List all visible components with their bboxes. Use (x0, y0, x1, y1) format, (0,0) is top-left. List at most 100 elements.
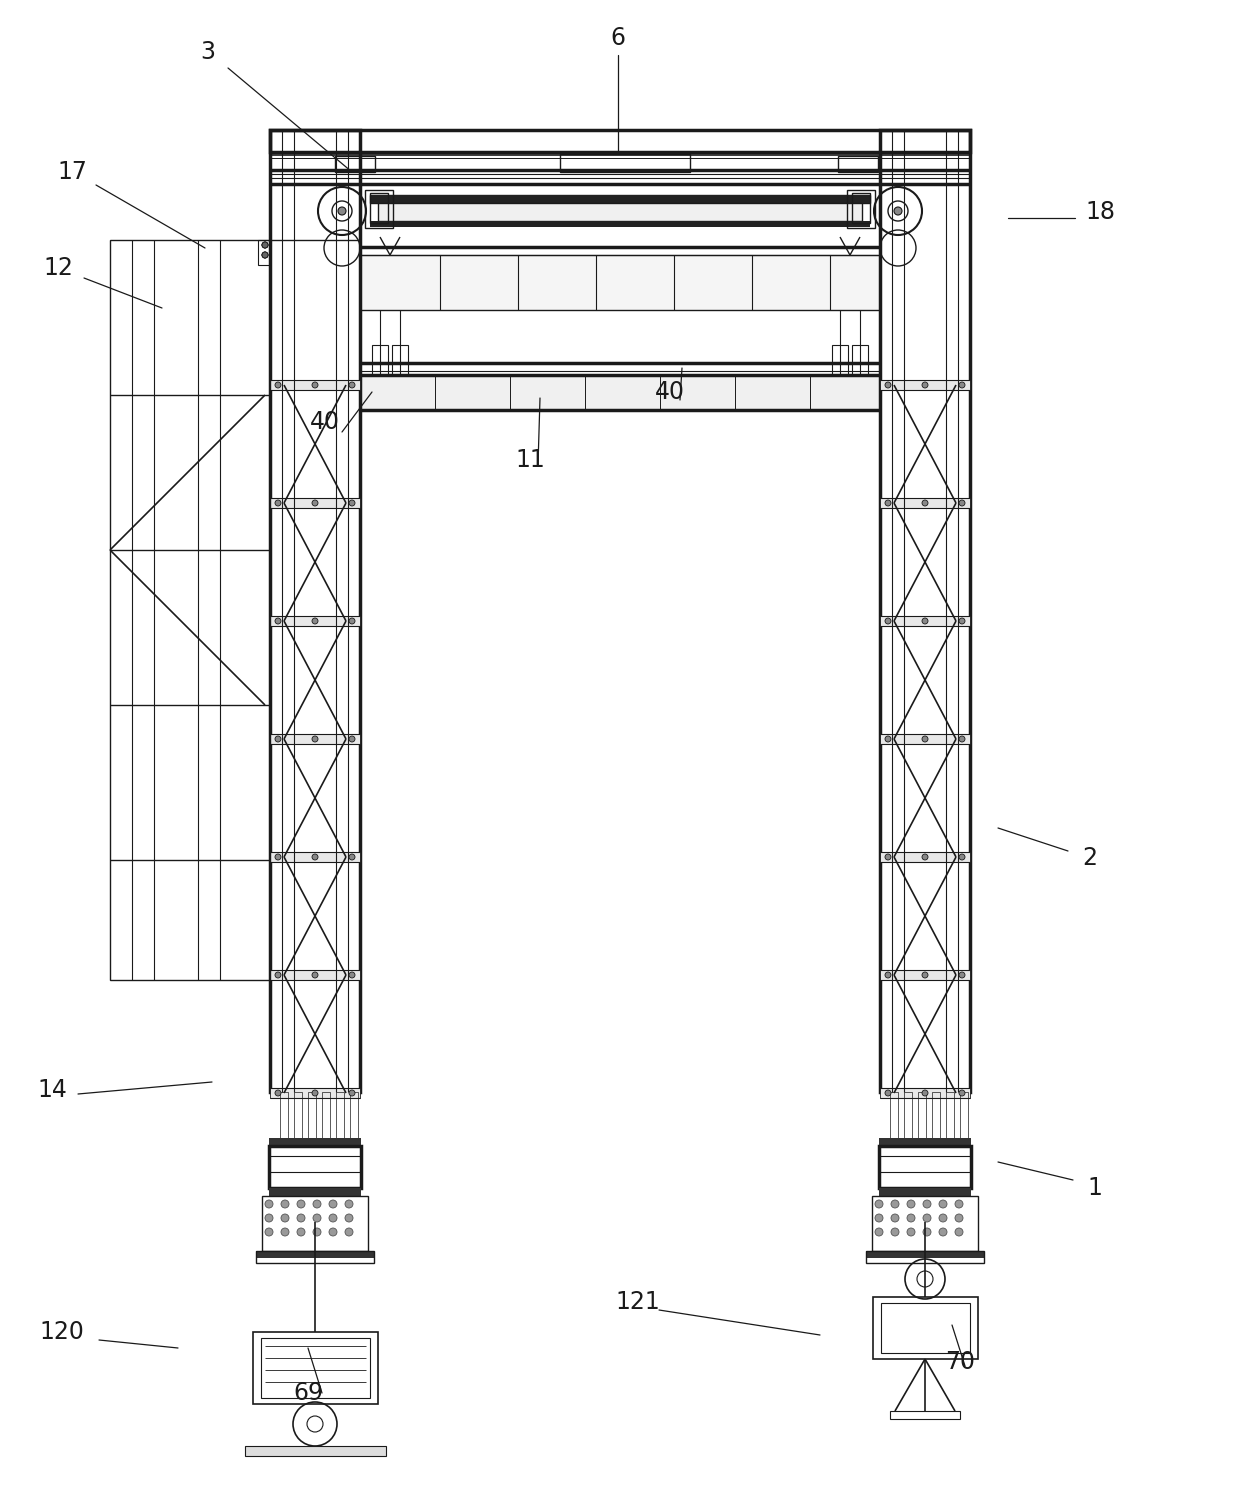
Circle shape (894, 207, 901, 216)
Text: 14: 14 (37, 1078, 67, 1102)
Bar (866, 1251, 985, 1257)
Bar (262, 1196, 368, 1251)
Circle shape (923, 618, 928, 624)
Circle shape (923, 382, 928, 388)
Text: 6: 6 (610, 25, 625, 49)
Bar (880, 970, 970, 981)
Circle shape (329, 1228, 337, 1237)
Circle shape (312, 1214, 321, 1222)
Circle shape (312, 853, 317, 859)
Bar (879, 1147, 971, 1189)
Text: 12: 12 (43, 256, 73, 280)
Circle shape (923, 500, 928, 506)
Circle shape (312, 1090, 317, 1096)
Circle shape (312, 1201, 321, 1208)
Circle shape (939, 1201, 947, 1208)
Circle shape (262, 243, 268, 249)
Bar (270, 380, 360, 391)
Circle shape (875, 1214, 883, 1222)
Bar (880, 852, 970, 862)
Circle shape (348, 500, 355, 506)
Circle shape (339, 207, 346, 216)
Bar (880, 615, 970, 626)
Bar (270, 499, 360, 507)
Circle shape (275, 737, 281, 743)
Circle shape (312, 500, 317, 506)
Circle shape (906, 1214, 915, 1222)
Bar (866, 1251, 985, 1263)
Bar (370, 193, 388, 223)
Bar (269, 1138, 361, 1147)
Circle shape (275, 1090, 281, 1096)
Bar (294, 1091, 303, 1142)
Circle shape (939, 1214, 947, 1222)
Circle shape (348, 853, 355, 859)
Bar (255, 1251, 374, 1263)
Bar (880, 1302, 970, 1353)
Circle shape (885, 1090, 892, 1096)
Bar (336, 1091, 343, 1142)
Bar (246, 1446, 386, 1457)
Circle shape (885, 382, 892, 388)
Bar (258, 240, 270, 265)
Bar (880, 734, 970, 744)
Circle shape (892, 1214, 899, 1222)
Circle shape (923, 1214, 931, 1222)
Circle shape (955, 1228, 963, 1237)
Bar (873, 1296, 978, 1359)
Text: 120: 120 (40, 1320, 84, 1344)
Bar (880, 380, 970, 391)
Text: 70: 70 (945, 1350, 975, 1374)
Circle shape (298, 1214, 305, 1222)
Bar (832, 344, 848, 376)
Circle shape (959, 618, 965, 624)
Circle shape (959, 853, 965, 859)
Circle shape (275, 382, 281, 388)
Bar (378, 204, 862, 222)
Circle shape (959, 382, 965, 388)
Circle shape (312, 972, 317, 978)
Circle shape (312, 382, 317, 388)
Text: 40: 40 (310, 410, 340, 434)
Bar (372, 344, 388, 376)
Circle shape (345, 1201, 353, 1208)
Bar (360, 254, 880, 310)
Circle shape (348, 1090, 355, 1096)
Bar (370, 195, 870, 204)
Bar (280, 1091, 288, 1142)
Bar (308, 1091, 316, 1142)
Circle shape (262, 243, 268, 249)
Circle shape (959, 972, 965, 978)
Text: 11: 11 (515, 448, 544, 472)
Bar (270, 1088, 360, 1097)
Bar (890, 1412, 960, 1419)
Bar (270, 734, 360, 744)
Bar (879, 1138, 971, 1147)
Circle shape (959, 1090, 965, 1096)
Bar (260, 1338, 370, 1398)
Circle shape (348, 737, 355, 743)
Circle shape (923, 1228, 931, 1237)
Circle shape (885, 618, 892, 624)
Circle shape (959, 737, 965, 743)
Circle shape (275, 972, 281, 978)
Bar (872, 1196, 978, 1251)
Bar (392, 344, 408, 376)
Text: 40: 40 (655, 380, 684, 404)
Bar (350, 1091, 358, 1142)
Text: 1: 1 (1087, 1177, 1102, 1201)
Bar (270, 130, 970, 153)
Circle shape (885, 500, 892, 506)
Circle shape (923, 1201, 931, 1208)
Circle shape (298, 1201, 305, 1208)
Bar (560, 154, 689, 172)
Bar (946, 1091, 954, 1142)
Circle shape (281, 1214, 289, 1222)
Circle shape (281, 1201, 289, 1208)
Circle shape (939, 1228, 947, 1237)
Text: 17: 17 (57, 160, 87, 184)
Circle shape (312, 737, 317, 743)
Circle shape (923, 1090, 928, 1096)
Circle shape (265, 1201, 273, 1208)
Circle shape (892, 1201, 899, 1208)
